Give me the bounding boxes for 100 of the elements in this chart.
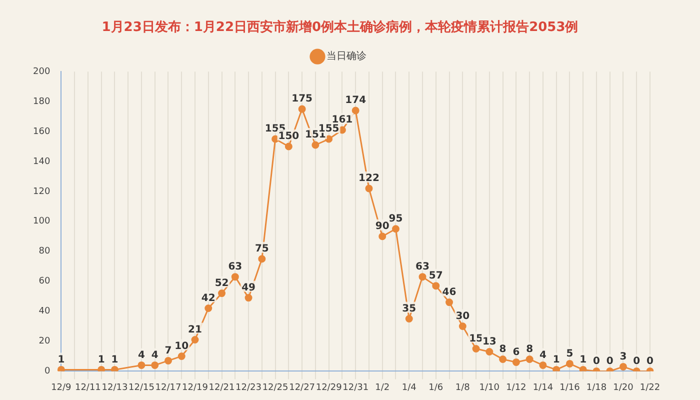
legend-label: 当日确诊 <box>326 50 366 62</box>
point <box>352 106 360 114</box>
data-label: 30 <box>456 310 470 322</box>
data-label: 3 <box>620 351 627 362</box>
y-tick-label: 60 <box>38 276 50 287</box>
point <box>298 105 306 113</box>
point <box>566 360 574 368</box>
point <box>378 232 386 240</box>
data-label: 35 <box>402 303 416 314</box>
data-label: 49 <box>242 282 256 294</box>
data-label: 75 <box>254 243 269 254</box>
point <box>539 361 547 369</box>
data-label: 63 <box>416 261 430 272</box>
x-tick-label: 1/22 <box>640 382 660 393</box>
x-tick-label: 12/17 <box>155 382 182 393</box>
point <box>486 348 494 356</box>
point <box>512 358 520 366</box>
y-tick-label: 40 <box>38 306 50 317</box>
point <box>178 352 186 360</box>
y-tick-label: 180 <box>32 96 50 107</box>
data-label: 4 <box>151 350 158 361</box>
point <box>284 142 292 150</box>
point <box>526 355 534 363</box>
point <box>258 255 266 263</box>
data-label: 15 <box>469 333 484 344</box>
x-tick-label: 12/23 <box>236 382 262 393</box>
x-tick-label: 1/16 <box>560 382 580 393</box>
data-label: 0 <box>592 356 600 367</box>
data-label: 57 <box>428 270 443 282</box>
data-label: 4 <box>539 350 546 361</box>
y-tick-label: 200 <box>32 66 50 77</box>
data-label: 13 <box>482 336 496 348</box>
data-label: 8 <box>499 344 506 355</box>
data-label: 8 <box>526 344 534 355</box>
point <box>499 355 507 363</box>
chart-title: 1月23日发布：1月22日西安市新增0例本土确诊病例，本轮疫情累计报告2053例 <box>102 19 578 36</box>
data-label: 0 <box>633 356 640 367</box>
point <box>458 322 466 330</box>
point <box>138 361 146 369</box>
x-tick-label: 12/21 <box>208 382 235 393</box>
y-tick-label: 140 <box>32 156 50 167</box>
x-tick-label: 12/13 <box>102 382 128 393</box>
x-tick-label: 12/25 <box>262 382 288 393</box>
point <box>365 184 373 192</box>
point <box>231 273 239 281</box>
point <box>110 366 118 372</box>
x-tick-label: 1/12 <box>506 382 526 393</box>
point <box>218 290 226 298</box>
point <box>619 362 627 370</box>
data-label: 52 <box>214 278 229 289</box>
x-tick-label: 1/10 <box>479 382 500 393</box>
x-tick-label: 1/8 <box>455 382 470 393</box>
x-tick-label: 12/9 <box>51 382 72 393</box>
x-tick-label: 1/6 <box>428 382 444 393</box>
data-label: 90 <box>375 220 390 232</box>
point <box>151 361 159 369</box>
data-label: 174 <box>345 95 366 106</box>
point <box>432 282 440 290</box>
x-tick-label: 12/27 <box>289 382 316 393</box>
point <box>98 366 106 372</box>
y-tick-label: 20 <box>38 336 50 347</box>
data-label: 1 <box>58 354 65 366</box>
y-tick-label: 100 <box>32 216 50 227</box>
data-label: 46 <box>442 286 456 298</box>
data-label: 10 <box>174 340 189 352</box>
data-label: 21 <box>188 324 202 336</box>
data-label: 6 <box>512 346 520 358</box>
data-label: 1 <box>111 354 118 366</box>
point <box>312 141 320 149</box>
point <box>446 298 454 306</box>
y-tick-label: 80 <box>38 246 50 257</box>
x-tick-label: 12/15 <box>128 382 154 393</box>
y-tick-label: 0 <box>44 366 50 377</box>
data-label: 122 <box>358 173 380 184</box>
point <box>392 225 400 233</box>
point <box>405 315 413 323</box>
data-label: 1 <box>98 354 105 366</box>
point <box>204 304 212 312</box>
x-tick-label: 12/11 <box>74 382 101 393</box>
data-label: 1 <box>552 354 560 366</box>
point <box>191 336 199 344</box>
point <box>472 344 480 352</box>
data-label: 95 <box>388 213 403 224</box>
point <box>325 135 333 143</box>
x-tick-label: 1/18 <box>586 382 607 393</box>
point <box>418 273 426 281</box>
point <box>164 356 172 364</box>
x-tick-label: 1/2 <box>375 382 390 393</box>
point <box>579 366 587 372</box>
data-label: 42 <box>201 292 216 304</box>
point <box>552 366 560 372</box>
x-tick-label: 12/19 <box>182 382 208 393</box>
y-tick-label: 160 <box>32 126 50 137</box>
x-tick-label: 12/29 <box>316 382 342 393</box>
point <box>244 294 252 302</box>
data-label: 0 <box>606 356 614 367</box>
data-label: 63 <box>228 261 242 272</box>
x-tick-label: 12/31 <box>342 382 369 393</box>
y-tick-label: 120 <box>32 186 50 197</box>
x-tick-label: 1/4 <box>402 382 417 393</box>
